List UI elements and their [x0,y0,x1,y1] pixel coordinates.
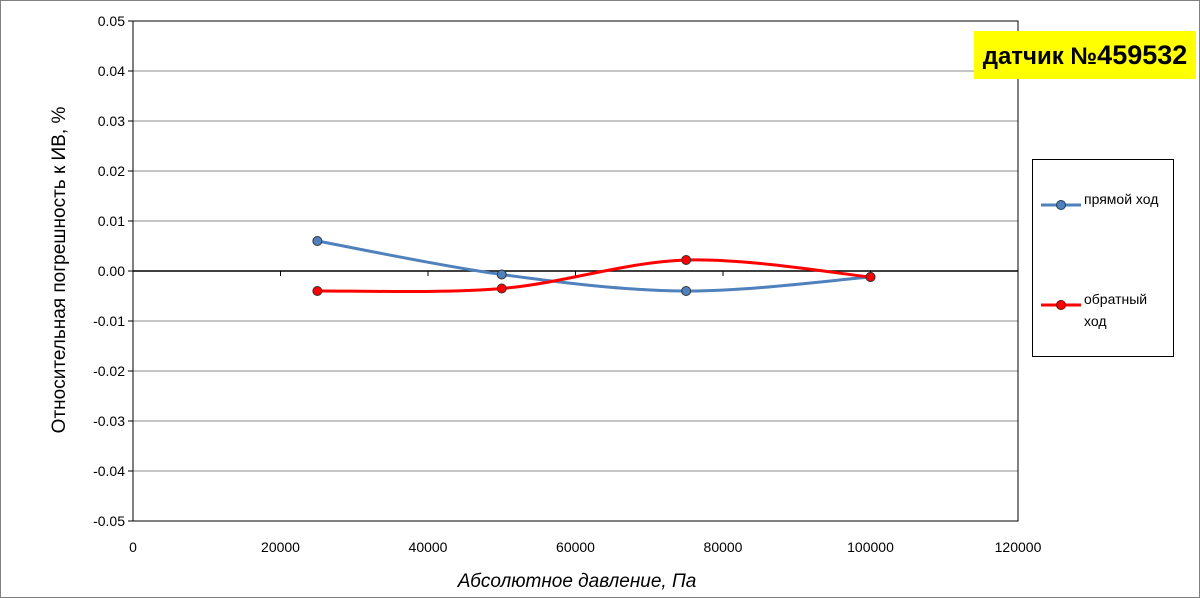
y-tick-label: 0.05 [98,13,125,29]
y-tick-label: -0.01 [93,313,125,329]
x-tick-label: 80000 [704,539,743,555]
axes [128,21,1018,521]
sensor-badge: датчик №459532 [974,31,1196,79]
series [313,237,875,296]
series-reverse [313,256,875,296]
y-tick-label: 0.00 [98,263,125,279]
x-tick-label: 40000 [409,539,448,555]
legend-label-forward: прямой ход [1084,188,1170,210]
y-tick-label: 0.02 [98,163,125,179]
sensor-badge-number: 459532 [1097,40,1187,70]
x-axis-title: Абсолютное давление, Па [457,571,697,592]
y-tick-label: -0.02 [93,363,125,379]
data-point [313,287,322,296]
y-tick-label: -0.05 [93,513,125,529]
y-tick-label: -0.04 [93,463,125,479]
legend: прямой ход обратный ход [1032,159,1174,357]
y-tick-label: -0.03 [93,413,125,429]
y-tick-label: 0.01 [98,213,125,229]
x-tick-label: 100000 [847,539,894,555]
data-point [497,270,506,279]
y-axis-title: Относительная погрешность к ИВ, % [49,107,70,434]
data-point [497,284,506,293]
legend-swatch-forward [1041,199,1081,211]
legend-label-reverse: обратный ход [1084,288,1170,332]
data-point [682,287,691,296]
data-point [866,273,875,282]
data-point [682,256,691,265]
legend-swatch-reverse [1041,299,1081,311]
sensor-badge-prefix: датчик № [983,43,1097,70]
y-tick-label: 0.04 [98,63,125,79]
x-tick-label: 120000 [995,539,1042,555]
x-tick-label: 60000 [556,539,595,555]
y-tick-label: 0.03 [98,113,125,129]
x-tick-label: 0 [129,539,137,555]
data-point [313,237,322,246]
x-tick-label: 20000 [261,539,300,555]
